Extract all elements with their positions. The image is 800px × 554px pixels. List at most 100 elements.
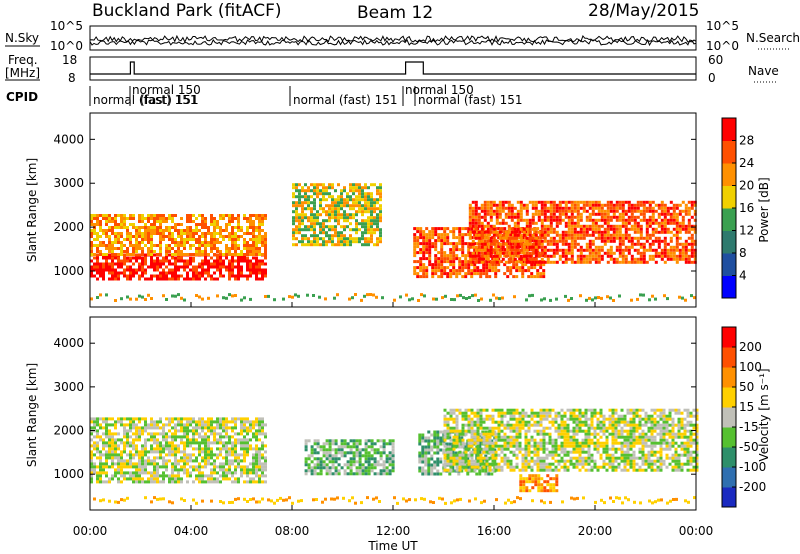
echo-cell bbox=[467, 272, 471, 276]
echo-cell bbox=[467, 441, 471, 445]
echo-cell bbox=[558, 236, 562, 240]
echo-cell bbox=[249, 471, 252, 475]
ground-cell bbox=[171, 294, 174, 298]
echo-cell bbox=[313, 237, 316, 241]
echo-cell bbox=[129, 256, 132, 260]
echo-cell bbox=[90, 229, 93, 232]
echo-cell bbox=[249, 238, 252, 241]
echo-cell bbox=[138, 247, 141, 250]
echo-cell bbox=[219, 426, 222, 430]
echo-cell bbox=[310, 240, 313, 244]
echo-cell bbox=[93, 265, 96, 269]
echo-cell bbox=[382, 469, 386, 473]
echo-cell bbox=[558, 209, 562, 213]
echo-cell bbox=[690, 239, 694, 243]
echo-cell bbox=[319, 222, 322, 226]
echo-cell bbox=[189, 217, 192, 220]
echo-cell bbox=[633, 203, 637, 207]
echo-cell bbox=[147, 229, 150, 232]
echo-cell bbox=[159, 259, 162, 263]
echo-cell bbox=[666, 251, 670, 255]
echo-cell bbox=[117, 465, 120, 469]
echo-cell bbox=[213, 426, 216, 430]
echo-cell bbox=[310, 451, 314, 455]
echo-cell bbox=[264, 232, 267, 235]
echo-cell bbox=[135, 232, 138, 235]
echo-cell bbox=[418, 466, 422, 470]
echo-cell bbox=[391, 466, 395, 470]
echo-cell bbox=[471, 200, 475, 204]
echo-cell bbox=[138, 459, 141, 463]
echo-cell bbox=[147, 253, 150, 256]
echo-cell bbox=[489, 215, 493, 219]
echo-cell bbox=[452, 444, 456, 448]
echo-cell bbox=[352, 240, 355, 244]
echo-cell bbox=[452, 269, 456, 273]
echo-cell bbox=[243, 450, 246, 454]
echo-cell bbox=[183, 241, 186, 244]
echo-cell bbox=[434, 272, 438, 276]
echo-cell bbox=[168, 453, 171, 457]
echo-cell bbox=[681, 221, 685, 225]
echo-cell bbox=[603, 239, 607, 243]
echo-cell bbox=[240, 417, 243, 421]
echo-cell bbox=[298, 228, 301, 232]
echo-cell bbox=[246, 453, 249, 457]
echo-cell bbox=[476, 414, 480, 418]
echo-cell bbox=[467, 245, 471, 249]
echo-cell bbox=[355, 460, 359, 464]
echo-cell bbox=[204, 456, 207, 460]
echo-cell bbox=[585, 233, 589, 237]
echo-cell bbox=[343, 216, 346, 220]
echo-cell bbox=[627, 245, 631, 249]
echo-cell bbox=[210, 471, 213, 475]
echo-cell bbox=[255, 271, 258, 275]
echo-cell bbox=[156, 214, 159, 217]
echo-cell bbox=[531, 242, 535, 246]
echo-cell bbox=[138, 253, 141, 257]
echo-cell bbox=[367, 237, 370, 241]
echo-cell bbox=[588, 206, 592, 210]
echo-cell bbox=[313, 225, 316, 229]
echo-cell bbox=[636, 260, 640, 264]
echo-cell bbox=[126, 235, 129, 238]
echo-cell bbox=[117, 447, 120, 451]
echo-cell bbox=[186, 235, 189, 238]
echo-cell bbox=[564, 239, 568, 243]
echo-cell bbox=[449, 429, 453, 433]
echo-cell bbox=[93, 465, 96, 469]
echo-cell bbox=[102, 265, 105, 269]
echo-cell bbox=[126, 259, 129, 263]
echo-cell bbox=[591, 248, 595, 252]
echo-cell bbox=[612, 230, 616, 234]
echo-cell bbox=[498, 242, 502, 246]
echo-cell bbox=[174, 474, 177, 478]
echo-cell bbox=[367, 195, 370, 199]
echo-cell bbox=[307, 216, 310, 220]
echo-cell bbox=[597, 206, 601, 210]
echo-cell bbox=[349, 189, 352, 193]
echo-cell bbox=[216, 268, 219, 272]
ground-cell bbox=[612, 299, 615, 302]
echo-cell bbox=[295, 216, 298, 220]
echo-cell bbox=[252, 420, 255, 424]
echo-cell bbox=[346, 240, 349, 244]
echo-cell bbox=[537, 260, 541, 264]
ground-cell bbox=[588, 296, 591, 300]
echo-cell bbox=[618, 251, 622, 255]
echo-cell bbox=[99, 459, 102, 463]
echo-cell bbox=[120, 217, 123, 220]
echo-cell bbox=[301, 210, 304, 214]
echo-cell bbox=[421, 439, 425, 443]
echo-cell bbox=[513, 239, 517, 243]
echo-cell bbox=[573, 245, 577, 249]
echo-cell bbox=[642, 254, 646, 258]
echo-cell bbox=[564, 209, 568, 213]
echo-cell bbox=[213, 229, 216, 232]
echo-cell bbox=[258, 468, 261, 472]
echo-cell bbox=[105, 247, 108, 250]
echo-cell bbox=[470, 462, 474, 466]
echo-cell bbox=[249, 426, 252, 430]
echo-cell bbox=[449, 269, 453, 273]
echo-cell bbox=[440, 239, 444, 243]
